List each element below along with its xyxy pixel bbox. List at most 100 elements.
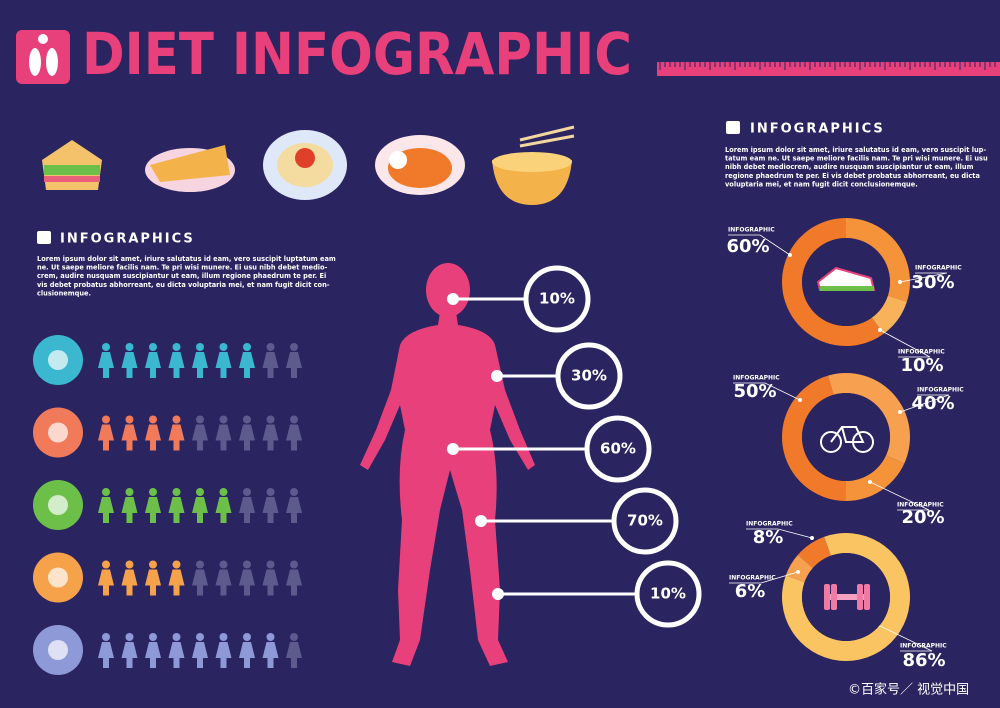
person-figure [262, 415, 279, 451]
person-figure [286, 488, 302, 523]
callout-ring [634, 560, 702, 628]
person-figure [192, 343, 208, 378]
person-head [125, 415, 134, 424]
person-figure [121, 633, 138, 668]
person-head [290, 633, 298, 641]
paragraph-line: crem, audire nusquam suscipiantur ut eam… [37, 272, 326, 280]
person-body [98, 424, 114, 451]
paragraph-line: ne. Ut saepe meliore facilis nam. Te pri… [37, 264, 328, 272]
person-body [239, 424, 255, 451]
leader-dot [898, 280, 902, 284]
person-figure [239, 343, 255, 378]
person-body [98, 642, 114, 668]
person-figure [121, 560, 138, 596]
person-body [168, 569, 185, 596]
person-head [219, 633, 228, 641]
donut-segment [871, 295, 907, 334]
donut-segment [781, 533, 910, 662]
person-figure [145, 633, 161, 668]
person-body [286, 569, 302, 596]
person-head [266, 488, 275, 496]
person-head [243, 560, 251, 569]
person-head [196, 343, 204, 351]
person-body [215, 569, 232, 596]
paragraph-line: tatum eam ne. Ut saepe meliore facilis n… [725, 155, 988, 163]
leader-line [869, 481, 930, 511]
person-figure [215, 488, 232, 523]
segment-label: 6% [735, 581, 766, 602]
person-body [121, 352, 138, 378]
segment-label: 50% [733, 381, 776, 402]
sneaker-sole [820, 286, 874, 291]
person-figure [145, 415, 161, 451]
person-head [125, 343, 134, 351]
leader-line [728, 234, 791, 256]
person-head [149, 488, 157, 496]
person-head [172, 488, 181, 496]
person-head [149, 560, 157, 569]
callout-dot [492, 588, 504, 600]
segment-label: 40% [911, 393, 954, 414]
person-figure [239, 488, 255, 523]
person-head [290, 343, 298, 351]
person-figure [192, 415, 208, 451]
person-head [125, 488, 134, 496]
donut-segment [782, 375, 846, 501]
person-figure [286, 415, 302, 451]
person-figure [98, 415, 114, 451]
donut-segment [797, 536, 831, 569]
callout-dot [475, 515, 487, 527]
person-figure [98, 488, 114, 523]
person-body [215, 352, 232, 378]
leader-dot [796, 570, 800, 574]
dumbbell-plate [831, 584, 837, 610]
segment-label: 86% [902, 650, 945, 671]
person-body [192, 642, 208, 668]
person-body [262, 424, 279, 451]
person-body [215, 642, 232, 668]
person-figure [168, 343, 185, 378]
person-figure [98, 560, 114, 596]
watermark: ©百家号／ 视觉中国 [848, 682, 969, 698]
person-head [149, 343, 157, 351]
person-body [286, 352, 302, 378]
person-body [192, 424, 208, 451]
pizza [150, 145, 230, 182]
person-body [145, 569, 161, 596]
donut-segment [782, 218, 884, 346]
callout-ring [523, 265, 591, 333]
callout-dot [491, 370, 503, 382]
person-figure [121, 415, 138, 451]
person-body [192, 569, 208, 596]
ruler-bar [657, 62, 1000, 76]
person-body [262, 352, 279, 378]
paragraph-line: voluptaria mei, et nam fugit dicit concl… [725, 180, 918, 188]
paragraph-line: clusionemque. [37, 289, 91, 297]
callout-dot [447, 443, 459, 455]
person-figure [98, 343, 114, 378]
paragraph-line: vis debet probatus abhorreant, eu dicta … [37, 281, 330, 289]
donut-hole [802, 393, 890, 481]
person-head [196, 488, 204, 496]
person-figure [239, 560, 255, 596]
sauce [295, 148, 315, 168]
segment-caption: INFOGRAPHIC [733, 375, 780, 382]
person-head [243, 415, 251, 424]
leader-dot [810, 536, 814, 540]
person-head [102, 415, 110, 424]
person-body [215, 497, 232, 523]
foot-icon [29, 48, 41, 76]
paragraph-line: Lorem ipsum dolor sit amet, iriure salut… [37, 255, 336, 263]
heading-icon [37, 231, 51, 244]
person-head [172, 343, 181, 351]
person-figure [98, 633, 114, 668]
heading-icon [726, 121, 740, 134]
person-figure [168, 560, 185, 596]
person-figure [168, 488, 185, 523]
leader-line [746, 528, 813, 539]
person-head [149, 633, 157, 641]
person-figure [262, 633, 279, 668]
leader-line [899, 394, 950, 413]
sneaker-icon [816, 266, 876, 291]
